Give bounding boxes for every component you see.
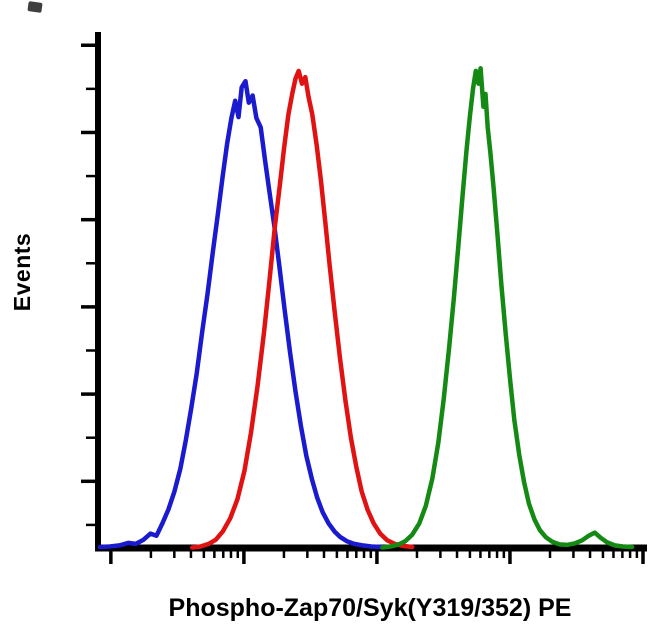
blue-population-curve: [97, 78, 385, 550]
x-axis-label: Phospho-Zap70/Syk(Y319/352) PE: [168, 594, 572, 622]
red-population-curve: [190, 68, 415, 550]
y-axis-label: Events: [9, 232, 35, 312]
green-population-curve: [380, 66, 635, 550]
